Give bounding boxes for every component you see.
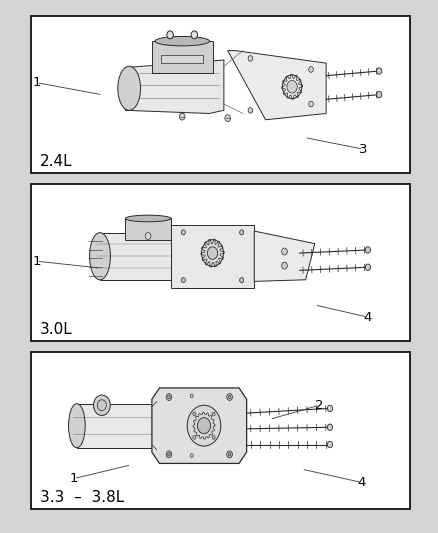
Circle shape	[282, 262, 287, 269]
Circle shape	[190, 454, 193, 457]
Circle shape	[228, 453, 231, 456]
Bar	[152, 41, 212, 72]
Bar	[77, 403, 152, 448]
Bar	[125, 219, 171, 240]
Text: 3.3  –  3.8L: 3.3 – 3.8L	[40, 489, 124, 505]
Text: 1: 1	[32, 255, 41, 268]
Circle shape	[207, 247, 218, 260]
Circle shape	[193, 435, 196, 439]
Ellipse shape	[155, 36, 209, 46]
Polygon shape	[228, 51, 326, 120]
Circle shape	[248, 55, 253, 61]
Circle shape	[377, 92, 382, 98]
Circle shape	[187, 405, 221, 446]
Circle shape	[166, 393, 172, 400]
Polygon shape	[125, 60, 224, 114]
Circle shape	[167, 31, 173, 39]
Circle shape	[240, 278, 244, 282]
Circle shape	[97, 400, 106, 411]
Text: 4: 4	[364, 311, 372, 324]
Circle shape	[193, 412, 196, 416]
Circle shape	[145, 232, 151, 239]
Ellipse shape	[90, 232, 110, 280]
Ellipse shape	[118, 66, 141, 110]
Bar	[100, 232, 171, 280]
Circle shape	[181, 230, 185, 235]
Circle shape	[327, 405, 332, 411]
Circle shape	[168, 395, 170, 399]
Circle shape	[283, 75, 302, 99]
Text: 2.4L: 2.4L	[40, 154, 73, 169]
Bar	[31, 352, 410, 509]
Text: 3.0L: 3.0L	[40, 321, 73, 337]
Circle shape	[212, 412, 215, 416]
Circle shape	[191, 31, 198, 39]
Bar	[31, 16, 410, 173]
Circle shape	[227, 393, 233, 400]
Bar	[31, 184, 410, 341]
Circle shape	[282, 248, 287, 255]
Circle shape	[309, 101, 313, 107]
Ellipse shape	[125, 215, 171, 222]
Circle shape	[240, 230, 244, 235]
Circle shape	[365, 264, 371, 270]
Text: 2: 2	[315, 399, 324, 411]
Circle shape	[225, 115, 230, 122]
Circle shape	[287, 80, 297, 93]
Circle shape	[327, 424, 332, 431]
Circle shape	[212, 435, 215, 439]
Circle shape	[365, 247, 371, 253]
Text: 1: 1	[69, 472, 78, 485]
Circle shape	[180, 113, 185, 120]
Circle shape	[201, 240, 223, 266]
Circle shape	[93, 395, 110, 415]
Polygon shape	[152, 388, 247, 463]
Circle shape	[190, 394, 193, 398]
Circle shape	[228, 395, 231, 399]
Circle shape	[227, 451, 233, 458]
Circle shape	[198, 418, 211, 434]
Circle shape	[181, 278, 185, 282]
Circle shape	[377, 68, 382, 74]
Text: 3: 3	[359, 143, 368, 156]
Circle shape	[168, 453, 170, 456]
Bar	[171, 225, 254, 288]
Circle shape	[309, 67, 313, 72]
Circle shape	[327, 441, 332, 448]
Bar	[161, 55, 203, 63]
Text: 1: 1	[32, 76, 41, 89]
Ellipse shape	[68, 403, 85, 448]
Circle shape	[166, 451, 172, 458]
Circle shape	[248, 108, 253, 113]
Text: 4: 4	[357, 476, 366, 489]
Polygon shape	[254, 231, 315, 281]
